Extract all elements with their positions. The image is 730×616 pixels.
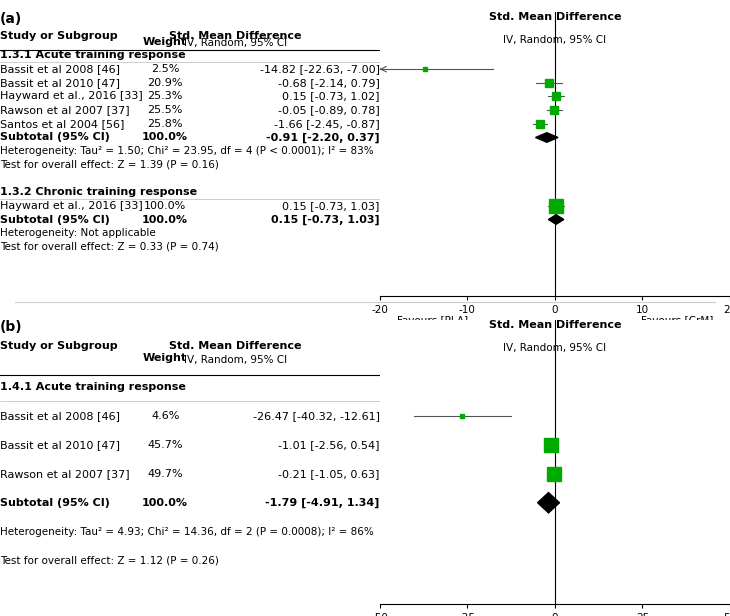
Text: Test for overall effect: Z = 1.39 (P = 0.16): Test for overall effect: Z = 1.39 (P = 0… bbox=[0, 160, 219, 170]
Text: -1.66 [-2.45, -0.87]: -1.66 [-2.45, -0.87] bbox=[274, 119, 380, 129]
Text: Test for overall effect: Z = 1.12 (P = 0.26): Test for overall effect: Z = 1.12 (P = 0… bbox=[0, 556, 219, 566]
Text: 4.6%: 4.6% bbox=[151, 411, 180, 421]
Text: Bassit et al 2008 [46]: Bassit et al 2008 [46] bbox=[0, 64, 120, 74]
Polygon shape bbox=[537, 493, 559, 513]
Polygon shape bbox=[548, 215, 564, 224]
Text: Subtotal (95% CI): Subtotal (95% CI) bbox=[0, 498, 110, 508]
Text: Std. Mean Difference: Std. Mean Difference bbox=[488, 320, 621, 330]
Text: Bassit et al 2010 [47]: Bassit et al 2010 [47] bbox=[0, 440, 120, 450]
Text: Bassit et al 2008 [46]: Bassit et al 2008 [46] bbox=[0, 411, 120, 421]
Text: -0.21 [-1.05, 0.63]: -0.21 [-1.05, 0.63] bbox=[278, 469, 380, 479]
Text: 20.9%: 20.9% bbox=[147, 78, 183, 88]
Text: Study or Subgroup: Study or Subgroup bbox=[0, 341, 118, 351]
Polygon shape bbox=[536, 132, 558, 142]
Text: IV, Random, 95% CI: IV, Random, 95% CI bbox=[503, 35, 607, 45]
Text: Std. Mean Difference: Std. Mean Difference bbox=[169, 341, 301, 351]
Text: Std. Mean Difference: Std. Mean Difference bbox=[169, 31, 301, 41]
Text: -1.01 [-2.56, 0.54]: -1.01 [-2.56, 0.54] bbox=[278, 440, 380, 450]
Text: -26.47 [-40.32, -12.61]: -26.47 [-40.32, -12.61] bbox=[253, 411, 380, 421]
Text: 25.3%: 25.3% bbox=[147, 92, 182, 102]
Text: 25.5%: 25.5% bbox=[147, 105, 182, 115]
Text: -0.05 [-0.89, 0.78]: -0.05 [-0.89, 0.78] bbox=[278, 105, 380, 115]
Text: Santos et al 2004 [56]: Santos et al 2004 [56] bbox=[0, 119, 124, 129]
Text: (b): (b) bbox=[0, 320, 23, 334]
Text: 2.5%: 2.5% bbox=[151, 64, 180, 74]
Text: -14.82 [-22.63, -7.00]: -14.82 [-22.63, -7.00] bbox=[260, 64, 380, 74]
Text: Hayward et al., 2016 [33]: Hayward et al., 2016 [33] bbox=[0, 92, 143, 102]
Text: 1.3.2 Chronic training response: 1.3.2 Chronic training response bbox=[0, 187, 197, 197]
Text: 100.0%: 100.0% bbox=[142, 214, 188, 224]
Text: IV, Random, 95% CI: IV, Random, 95% CI bbox=[184, 38, 287, 48]
Text: Rawson et al 2007 [37]: Rawson et al 2007 [37] bbox=[0, 469, 130, 479]
Text: IV, Random, 95% CI: IV, Random, 95% CI bbox=[503, 343, 607, 353]
Text: Heterogeneity: Not applicable: Heterogeneity: Not applicable bbox=[0, 228, 155, 238]
Text: -0.91 [-2.20, 0.37]: -0.91 [-2.20, 0.37] bbox=[266, 132, 380, 143]
Text: 100.0%: 100.0% bbox=[144, 201, 186, 211]
Text: Favours [PLA]: Favours [PLA] bbox=[396, 315, 468, 325]
Text: (a): (a) bbox=[0, 12, 22, 26]
Text: -0.68 [-2.14, 0.79]: -0.68 [-2.14, 0.79] bbox=[277, 78, 380, 88]
Text: -1.79 [-4.91, 1.34]: -1.79 [-4.91, 1.34] bbox=[265, 498, 380, 508]
Text: Heterogeneity: Tau² = 4.93; Chi² = 14.36, df = 2 (P = 0.0008); I² = 86%: Heterogeneity: Tau² = 4.93; Chi² = 14.36… bbox=[0, 527, 374, 537]
Text: 100.0%: 100.0% bbox=[142, 132, 188, 142]
Text: Rawson et al 2007 [37]: Rawson et al 2007 [37] bbox=[0, 105, 130, 115]
Text: 1.3.1 Acute training response: 1.3.1 Acute training response bbox=[0, 51, 185, 60]
Text: Std. Mean Difference: Std. Mean Difference bbox=[488, 12, 621, 22]
Text: 100.0%: 100.0% bbox=[142, 498, 188, 508]
Text: 0.15 [-0.73, 1.03]: 0.15 [-0.73, 1.03] bbox=[283, 201, 380, 211]
Text: 0.15 [-0.73, 1.03]: 0.15 [-0.73, 1.03] bbox=[271, 214, 380, 225]
Text: Study or Subgroup: Study or Subgroup bbox=[0, 31, 118, 41]
Text: 1.4.1 Acute training response: 1.4.1 Acute training response bbox=[0, 381, 186, 392]
Text: Weight: Weight bbox=[143, 37, 187, 47]
Text: 25.8%: 25.8% bbox=[147, 119, 183, 129]
Text: IV, Random, 95% CI: IV, Random, 95% CI bbox=[184, 355, 287, 365]
Text: Favours [CrM]: Favours [CrM] bbox=[641, 315, 714, 325]
Text: Heterogeneity: Tau² = 1.50; Chi² = 23.95, df = 4 (P < 0.0001); I² = 83%: Heterogeneity: Tau² = 1.50; Chi² = 23.95… bbox=[0, 146, 374, 156]
Text: 45.7%: 45.7% bbox=[147, 440, 183, 450]
Text: 0.15 [-0.73, 1.02]: 0.15 [-0.73, 1.02] bbox=[282, 92, 380, 102]
Text: Test for overall effect: Z = 0.33 (P = 0.74): Test for overall effect: Z = 0.33 (P = 0… bbox=[0, 242, 219, 252]
Text: Hayward et al., 2016 [33]: Hayward et al., 2016 [33] bbox=[0, 201, 143, 211]
Text: Weight: Weight bbox=[143, 352, 187, 362]
Text: Subtotal (95% CI): Subtotal (95% CI) bbox=[0, 214, 110, 224]
Text: Bassit et al 2010 [47]: Bassit et al 2010 [47] bbox=[0, 78, 120, 88]
Text: 49.7%: 49.7% bbox=[147, 469, 183, 479]
Text: Subtotal (95% CI): Subtotal (95% CI) bbox=[0, 132, 110, 142]
